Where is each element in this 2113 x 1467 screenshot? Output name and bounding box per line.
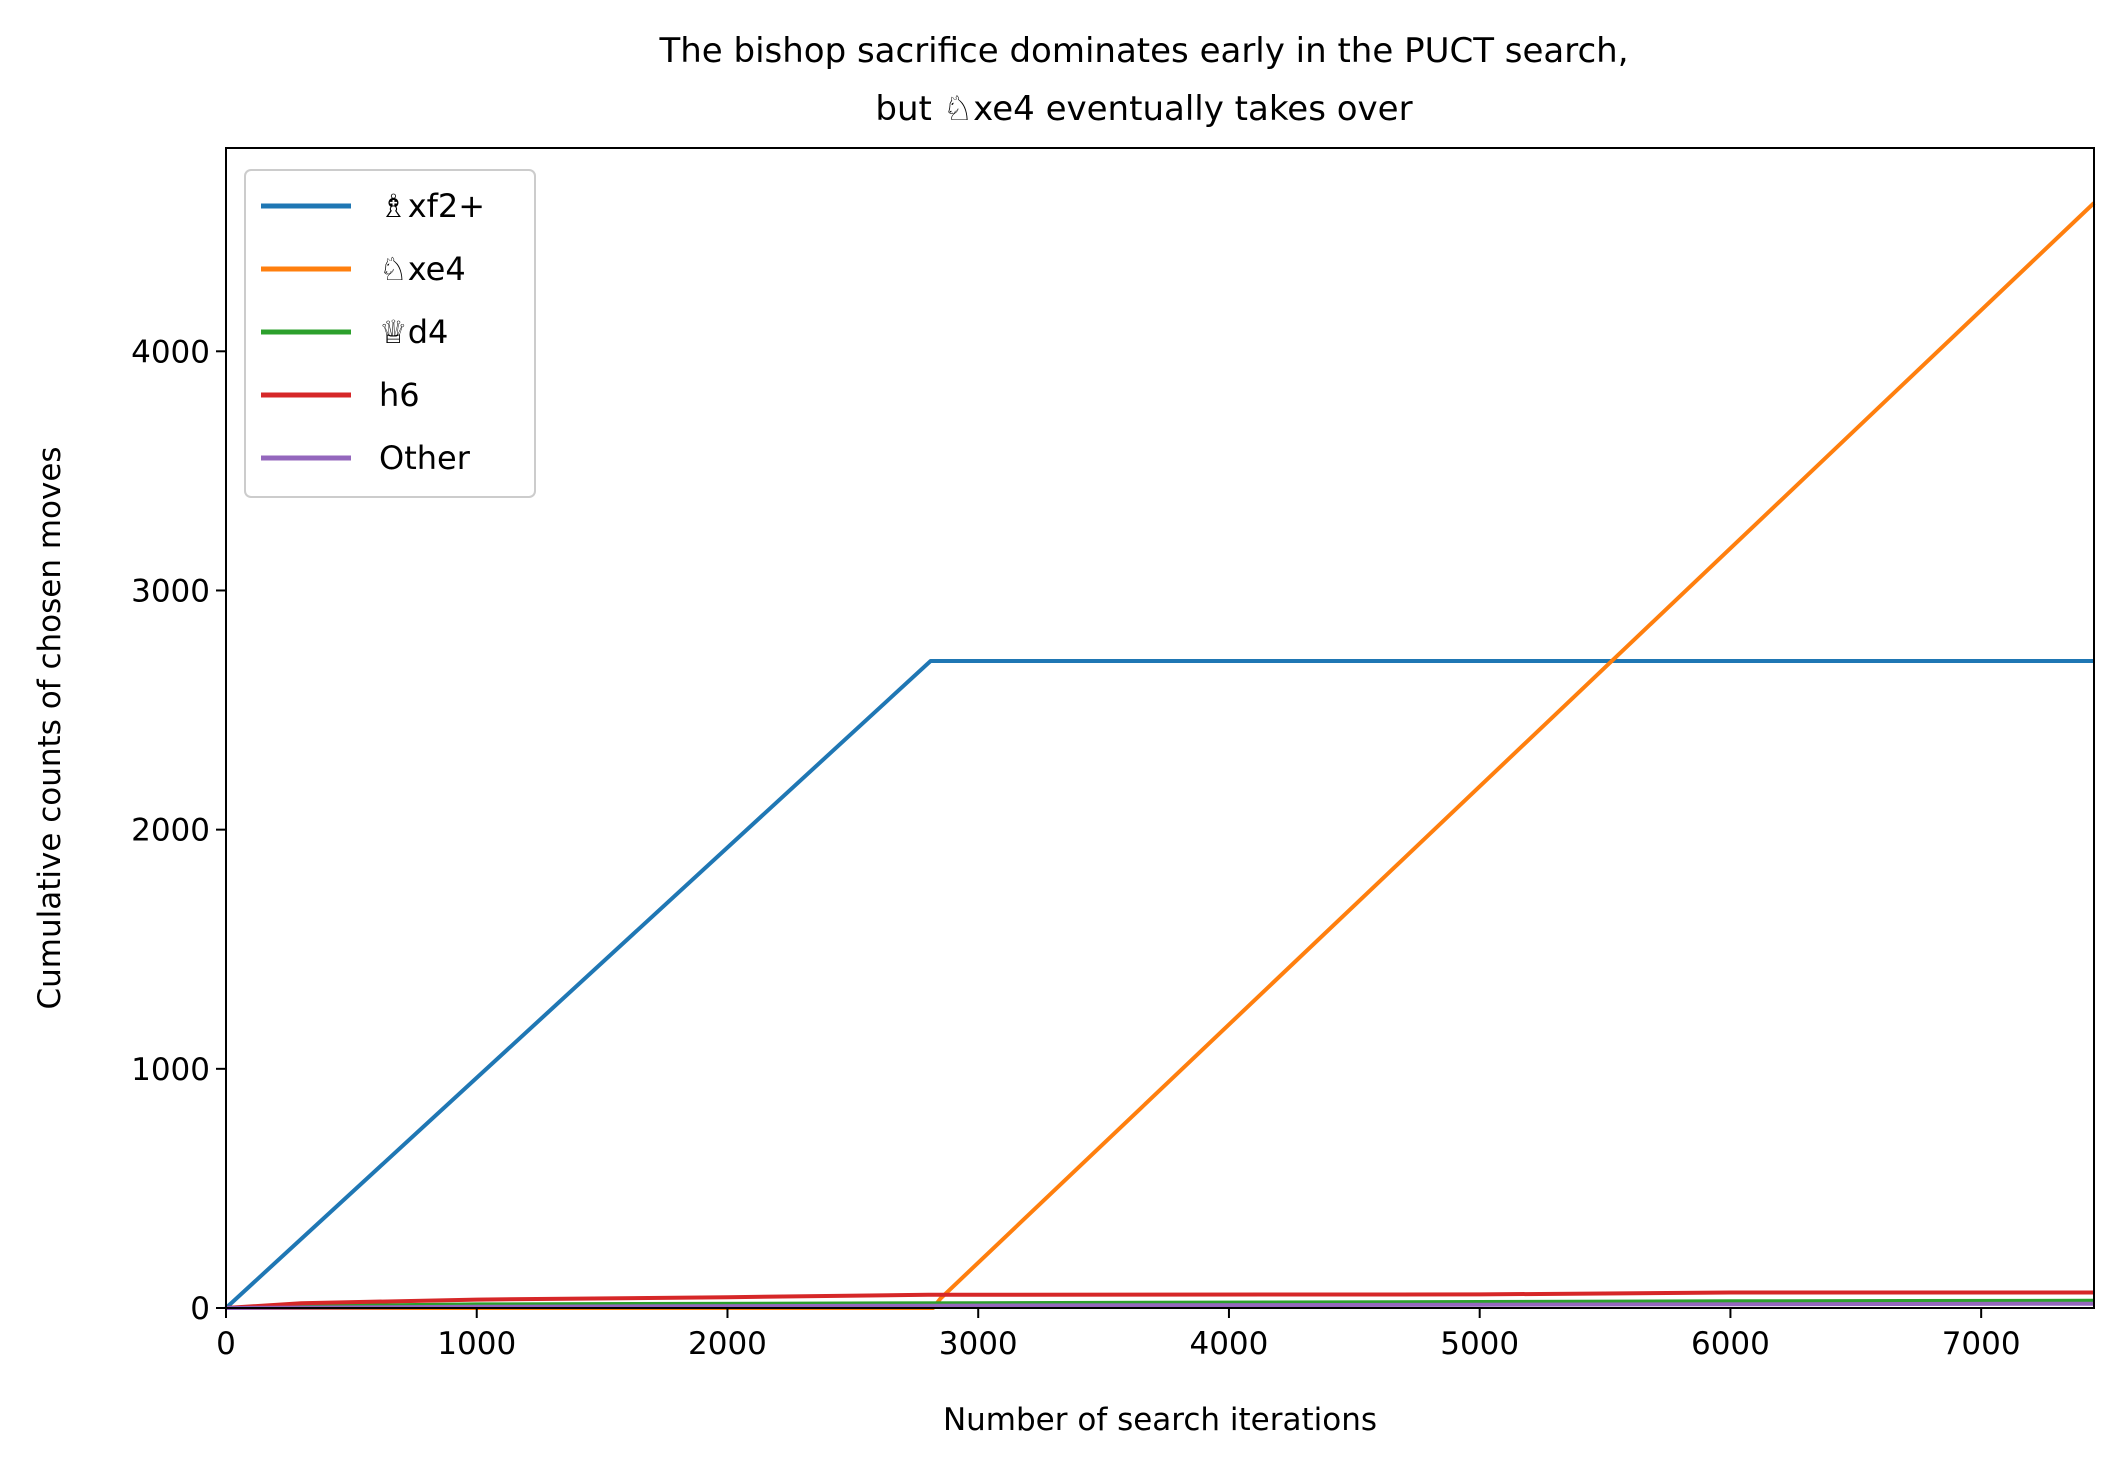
legend-label-3: h6 <box>379 376 420 414</box>
x-axis-label: Number of search iterations <box>943 1402 1377 1438</box>
legend-label-2: ♕d4 <box>379 313 448 351</box>
y-tick-label-4: 4000 <box>131 334 210 370</box>
legend: ♗xf2+ ♘xe4 ♕d4 h6 Other <box>244 169 536 498</box>
x-tick-label-0: 0 <box>216 1326 236 1362</box>
x-tick-label-7: 7000 <box>1942 1326 2021 1362</box>
y-tick-label-0: 0 <box>190 1291 210 1327</box>
x-tick-label-5: 5000 <box>1440 1326 1519 1362</box>
series-line-3 <box>225 1290 2094 1310</box>
chart-title-line-1: The bishop sacrifice dominates early in … <box>658 31 1628 71</box>
legend-label-4: Other <box>379 439 471 477</box>
x-tick-label-2: 2000 <box>688 1326 767 1362</box>
legend-label-1: ♘xe4 <box>379 250 466 288</box>
series-line-0 <box>224 659 2094 1310</box>
legend-label-0: ♗xf2+ <box>379 187 485 225</box>
x-tick-label-1: 1000 <box>437 1326 516 1362</box>
y-axis: 0 1000 2000 3000 4000 <box>131 334 226 1327</box>
y-tick-label-3: 3000 <box>131 573 210 609</box>
x-tick-label-6: 6000 <box>1691 1326 1770 1362</box>
plot-frame <box>225 147 2095 1309</box>
x-axis: 0 1000 2000 3000 4000 5000 6000 7000 <box>216 1308 2021 1362</box>
y-tick-label-1: 1000 <box>131 1052 210 1088</box>
x-tick-label-3: 3000 <box>939 1326 1018 1362</box>
x-tick-label-4: 4000 <box>1189 1326 1268 1362</box>
y-tick-label-2: 2000 <box>131 813 210 849</box>
legend-box <box>244 169 536 498</box>
y-axis-label: Cumulative counts of chosen moves <box>32 446 68 1009</box>
chart-title-line-2: but ♘xe4 eventually takes over <box>875 89 1412 129</box>
